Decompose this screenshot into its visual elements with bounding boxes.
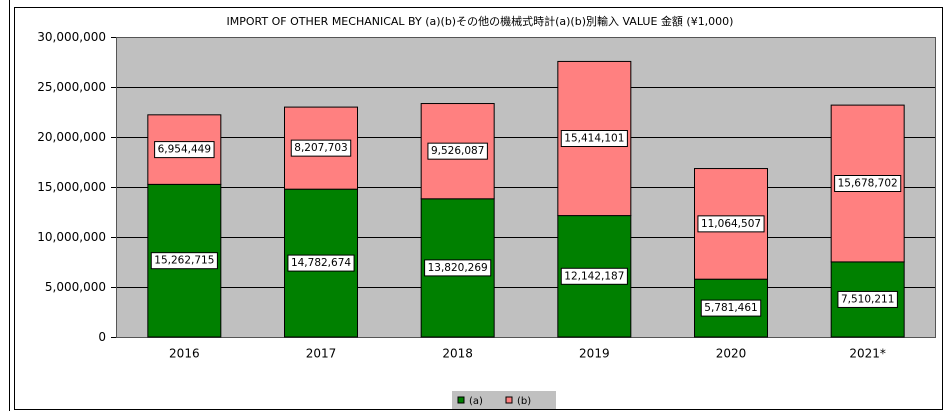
value-label: 8,207,703 (290, 139, 352, 157)
value-label-text: 15,414,101 (564, 133, 624, 145)
value-label-text: 7,510,211 (841, 293, 894, 305)
value-label: 13,820,269 (424, 259, 492, 277)
value-label: 15,414,101 (560, 130, 628, 148)
legend-label: (b) (517, 396, 531, 407)
y-tick-label: 30,000,000 (37, 30, 106, 44)
value-label-box (700, 299, 762, 317)
value-label-box (287, 254, 355, 272)
x-tick-label: 2019 (579, 347, 610, 361)
value-label: 11,064,507 (697, 215, 765, 233)
value-label-box (427, 142, 488, 160)
value-label-box (560, 267, 628, 285)
y-tick-label: 20,000,000 (37, 130, 106, 144)
value-label-text: 11,064,507 (701, 218, 761, 230)
chart-title: IMPORT OF OTHER MECHANICAL BY (a)(b)その他の… (227, 14, 734, 28)
x-tick-label: 2016 (169, 347, 200, 361)
value-label-text: 9,526,087 (431, 145, 484, 157)
plot-border (116, 37, 936, 338)
value-label: 7,510,211 (837, 290, 898, 308)
value-label-box (154, 141, 215, 159)
x-tick-label: 2021* (849, 347, 886, 361)
value-label: 12,142,187 (560, 267, 628, 285)
y-tick-label: 0 (98, 330, 106, 344)
value-label: 9,526,087 (427, 142, 488, 160)
value-label: 14,782,674 (287, 254, 355, 272)
y-tick-label: 25,000,000 (37, 80, 106, 94)
value-label: 15,262,715 (150, 252, 218, 270)
value-label-text: 5,781,461 (704, 302, 757, 314)
value-label: 15,678,702 (834, 175, 902, 193)
legend-swatch (457, 396, 465, 404)
value-label-box (697, 215, 765, 233)
value-label-box (424, 259, 492, 277)
legend-box (452, 391, 556, 409)
legend-label: (a) (469, 396, 483, 407)
value-label-box (834, 175, 902, 193)
value-label-text: 8,207,703 (294, 142, 347, 154)
y-tick-label: 10,000,000 (37, 230, 106, 244)
value-label-text: 14,782,674 (291, 257, 351, 269)
value-label-box (837, 290, 898, 308)
value-label-text: 15,678,702 (838, 178, 898, 190)
x-tick-label: 2020 (716, 347, 747, 361)
value-label: 5,781,461 (700, 299, 762, 317)
value-label-box (150, 252, 218, 270)
value-label-text: 15,262,715 (154, 255, 214, 267)
value-label-box (290, 139, 352, 157)
x-tick-label: 2017 (306, 347, 337, 361)
value-label-text: 12,142,187 (564, 270, 624, 282)
y-tick-label: 15,000,000 (37, 180, 106, 194)
value-label-box (560, 130, 628, 148)
x-tick-label: 2018 (442, 347, 473, 361)
value-label: 6,954,449 (154, 141, 215, 159)
y-tick-label: 5,000,000 (45, 280, 106, 294)
value-label-text: 13,820,269 (428, 262, 488, 274)
value-label-text: 6,954,449 (158, 144, 211, 156)
legend-swatch (505, 396, 513, 404)
